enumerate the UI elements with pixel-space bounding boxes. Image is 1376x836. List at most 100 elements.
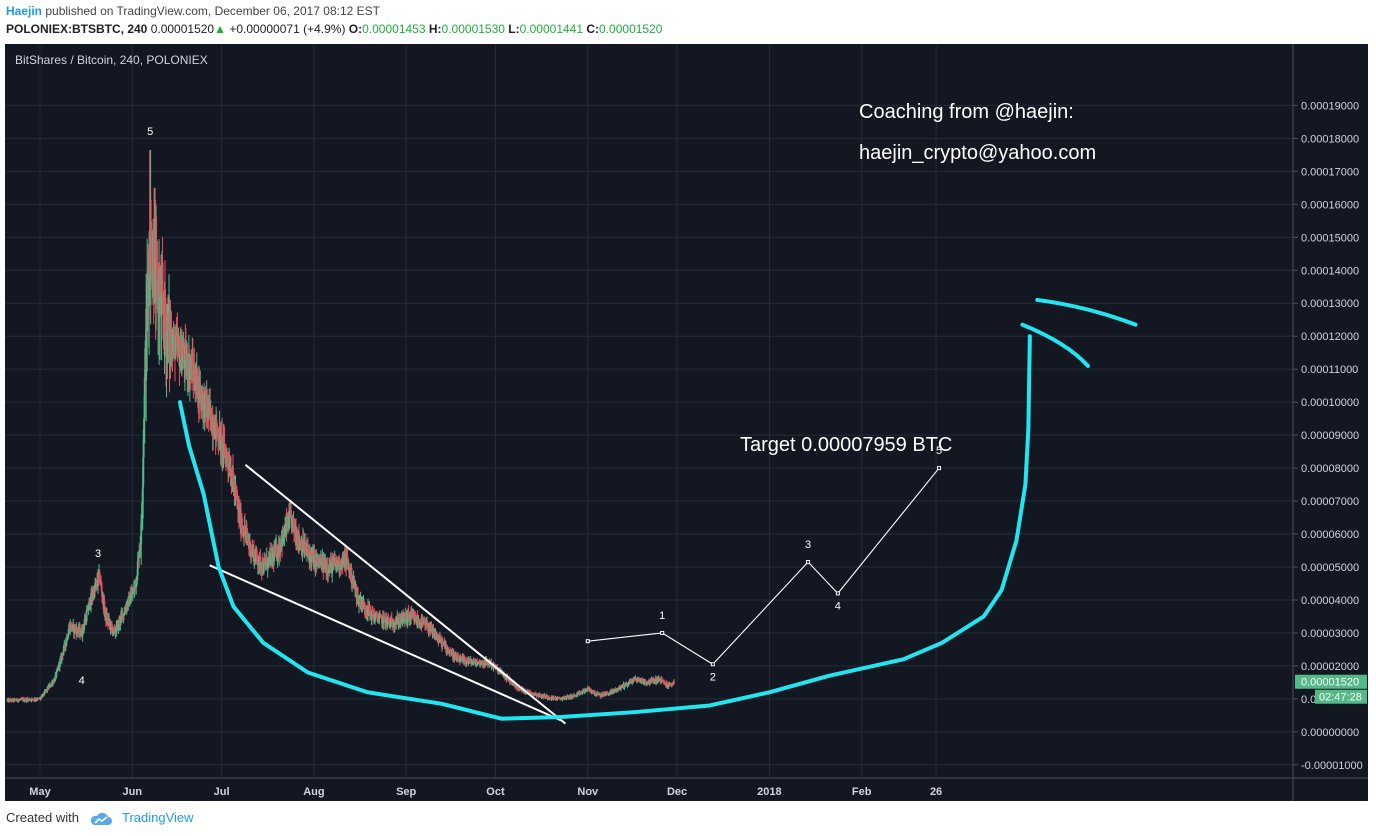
candle-body: [63, 643, 66, 647]
last-price-tag-text: 0.00001520: [1301, 677, 1359, 689]
candle-body: [145, 308, 148, 381]
candle-body: [79, 634, 82, 636]
candle-body: [266, 557, 269, 568]
candle-body: [140, 523, 143, 544]
candle-body: [645, 681, 648, 685]
chart-frame[interactable]: 1 2 3 4 5 5 3 4 BitShares / Bitcoin, 240, POLONI…: [5, 44, 1368, 801]
countdown-tag: [1315, 689, 1367, 704]
low-label: L:: [508, 22, 520, 36]
last-price: 0.00001520: [150, 22, 215, 36]
candle-body: [626, 684, 629, 686]
candle-body: [358, 600, 360, 606]
candle-body: [181, 355, 184, 364]
candle-body: [40, 695, 43, 698]
ohlc-line: POLONIEX:BTSBTC, 240 0.00001520▲ +0.0000…: [6, 22, 662, 36]
candle-body: [378, 615, 381, 619]
price-tick-label: 0.00004000: [1301, 595, 1359, 607]
candle-body: [15, 700, 18, 702]
candle-body: [71, 624, 74, 629]
candle-body: [160, 291, 163, 315]
candle-body: [638, 677, 641, 681]
candle-body: [355, 588, 358, 599]
candle-body: [596, 692, 599, 695]
footer: Created with TradingView: [6, 810, 194, 826]
time-tick-label: May: [29, 786, 51, 798]
time-tick-label: Jun: [123, 786, 143, 798]
candle-body: [417, 622, 419, 624]
candle-body: [563, 696, 566, 699]
countdown-tag-text: 02:47:28: [1319, 692, 1362, 704]
candle-body: [384, 618, 387, 625]
candle-body: [273, 551, 276, 562]
candles: [6, 149, 676, 704]
candle-body: [530, 692, 533, 695]
candle-body: [265, 562, 268, 566]
candle-body: [43, 691, 46, 695]
candle-body: [123, 609, 126, 614]
low-value: 0.00001441: [519, 22, 584, 36]
candle-body: [375, 613, 378, 618]
coaching-annotation: Coaching from @haejin:: [859, 101, 1074, 123]
candle-body: [396, 617, 399, 621]
candle-body: [101, 590, 103, 597]
price-chart[interactable]: 1 2 3 4 5 5 3 4 BitShares / Bitcoin, 240, POLONI…: [5, 44, 1368, 801]
candle-body: [50, 683, 53, 686]
candle-body: [543, 695, 546, 698]
candle-body: [369, 607, 371, 615]
candle-body: [389, 619, 392, 627]
candle-body: [288, 511, 290, 529]
candle-body: [401, 613, 404, 623]
projection-point: [710, 662, 715, 667]
candle-body: [575, 694, 578, 697]
candle-body: [142, 429, 145, 458]
candle-body: [64, 642, 67, 648]
projection-point: [806, 560, 811, 565]
candle-body: [134, 585, 137, 587]
candle-body: [220, 430, 223, 451]
candle-body: [451, 652, 454, 658]
candle-body: [646, 681, 649, 684]
tradingview-cloud-icon: [90, 812, 112, 825]
price-tick-label: 0.00014000: [1301, 265, 1359, 277]
wedge-upper-trendline: [244, 464, 567, 725]
time-tick-label: 2018: [757, 786, 781, 798]
candle-body: [89, 599, 92, 608]
candle-body: [648, 679, 651, 684]
candle-body: [67, 634, 70, 638]
candle-body: [143, 377, 146, 418]
target-label: Target 0.00007959 BTC: [740, 434, 952, 456]
candle-body: [270, 552, 273, 565]
candle-body: [362, 602, 365, 609]
price-tick-label: 0.00007000: [1301, 496, 1359, 508]
price-tick-label: 0.00008000: [1301, 463, 1359, 475]
axes[interactable]: 0.00019000 0.00018000 0.00017000 0.00016000…: [5, 44, 1368, 801]
candle-body: [155, 253, 158, 260]
candle-body: [673, 681, 676, 683]
candle-body: [281, 532, 284, 547]
handle-lower-stroke: [1020, 322, 1090, 368]
projection-point: [937, 466, 942, 471]
candle-body: [592, 690, 595, 692]
price-tick-label: 0.00019000: [1301, 100, 1359, 112]
candle-body: [249, 541, 252, 556]
candle-body: [203, 393, 206, 418]
handle-upper-stroke: [1035, 297, 1138, 327]
projection-point: [660, 630, 665, 635]
author-link[interactable]: Haejin: [6, 4, 43, 18]
price-tick-label: -0.00001000: [1301, 760, 1363, 772]
candle-body: [255, 550, 258, 556]
last-price-tag: [1295, 674, 1367, 689]
tradingview-link[interactable]: TradingView: [122, 810, 194, 825]
candle-body: [504, 676, 507, 679]
candle-body: [129, 598, 132, 604]
time-tick-label: Sep: [396, 786, 416, 798]
published-text: published on TradingView.com, December 0…: [45, 4, 381, 18]
price-change: +0.00000071 (+4.9%): [229, 22, 346, 36]
candle-body: [647, 682, 650, 684]
candle-body: [636, 678, 639, 682]
wave-label: 3: [95, 548, 101, 560]
open-value: 0.00001453: [362, 22, 426, 36]
chart-annotations: 1 2 3 4 5 5 3 4 BitShares / Bitcoin, 240, POLONI…: [15, 53, 1096, 687]
wave-label: 5: [147, 126, 153, 138]
wave-label: 5: [936, 445, 942, 457]
